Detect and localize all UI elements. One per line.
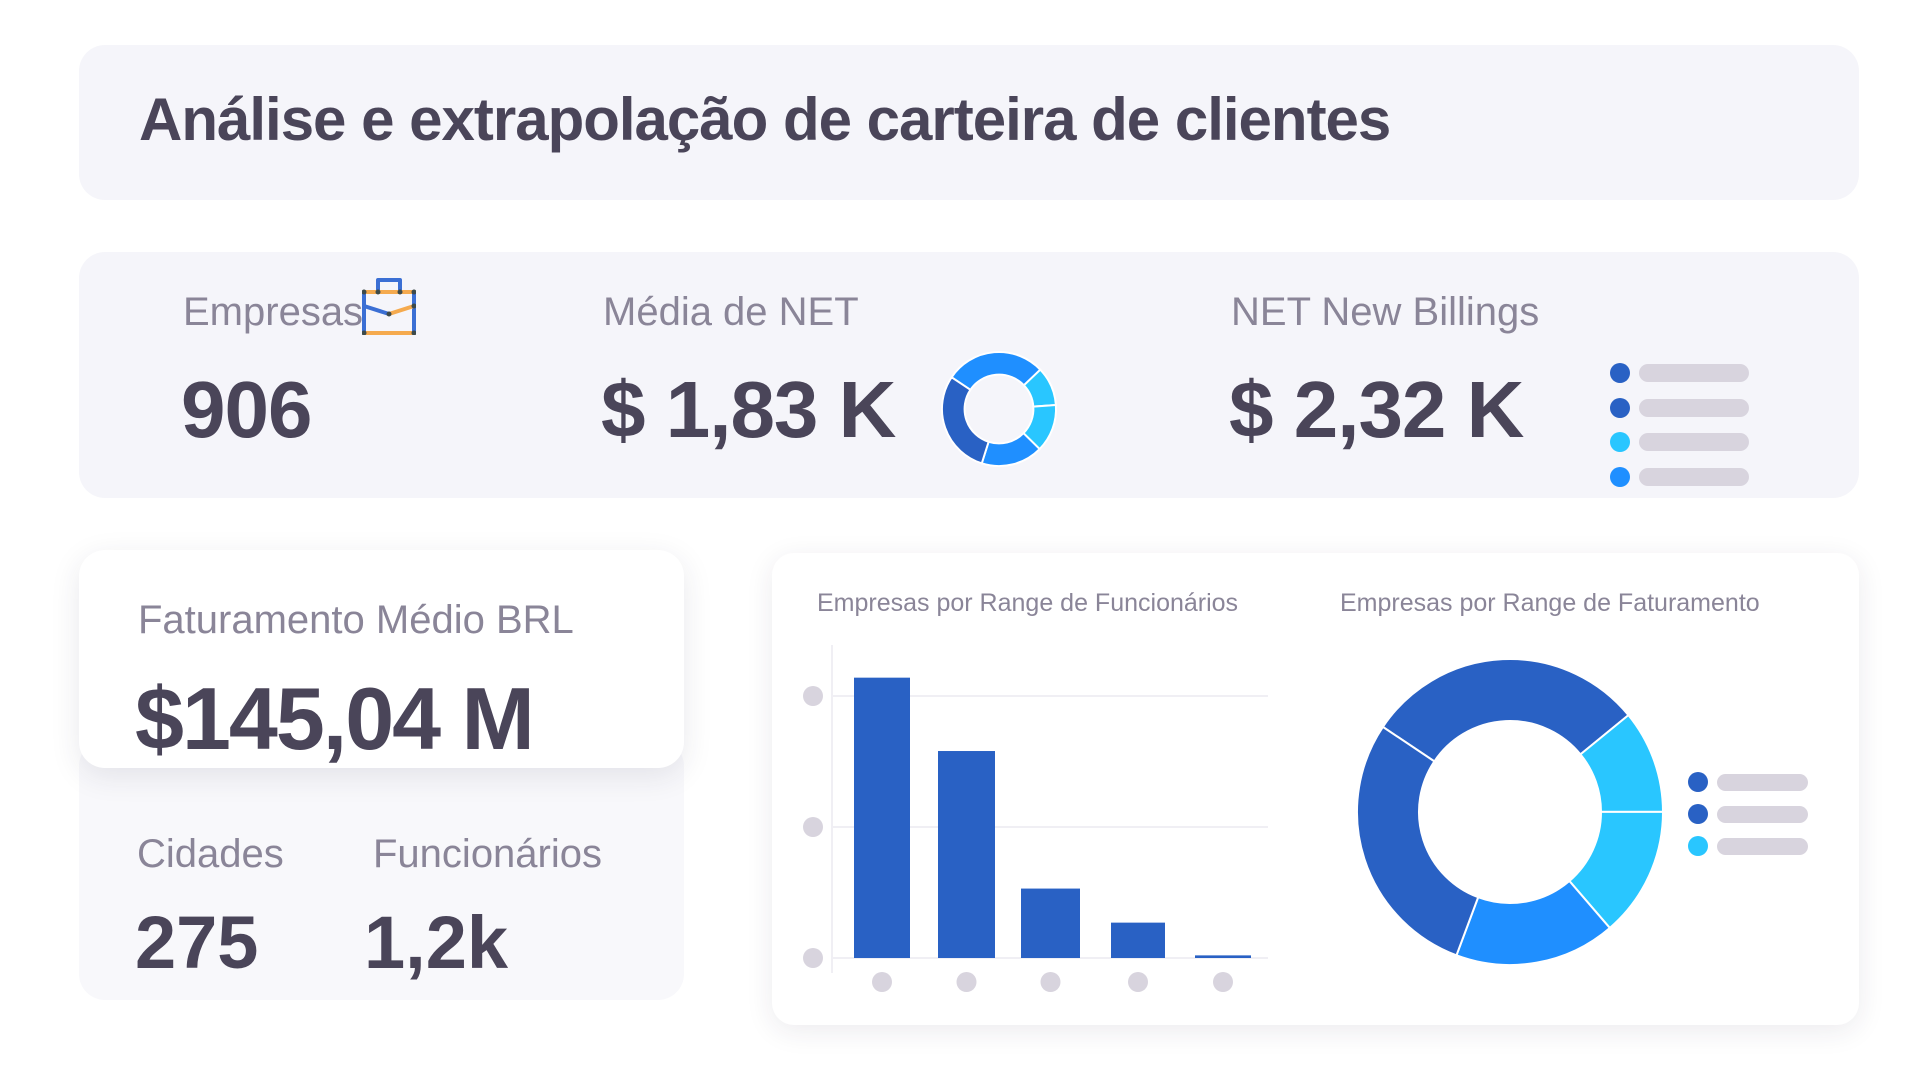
legend-list-icon: [1610, 356, 1749, 494]
cidades-label: Cidades: [137, 832, 284, 876]
charts-card: Empresas por Range de Funcionários Empre…: [772, 553, 1859, 1025]
faturamento-value: $145,04 M: [135, 669, 535, 768]
x-tick-placeholder: [1128, 972, 1148, 992]
header-card: Análise e extrapolação de carteira de cl…: [79, 45, 1859, 200]
donut-chart-title: Empresas por Range de Faturamento: [1340, 589, 1760, 617]
bar: [1021, 888, 1080, 958]
legend-label-placeholder: [1639, 398, 1749, 417]
legend-label-placeholder: [1639, 433, 1749, 452]
donut-segment: [941, 375, 990, 465]
legend-item: [1688, 798, 1808, 830]
legend-item: [1610, 460, 1749, 495]
legend-dot-icon: [1610, 432, 1630, 453]
bar: [938, 751, 995, 958]
donut-legend: [1688, 766, 1808, 862]
bar: [1111, 922, 1165, 958]
secondary-stats-card: Cidades 275 Funcionários 1,2k: [79, 740, 684, 1000]
legend-item: [1610, 356, 1749, 391]
y-tick-placeholder: [803, 686, 823, 706]
legend-dot-icon: [1688, 836, 1708, 856]
empresas-label: Empresas: [183, 290, 364, 334]
mini-donut-chart: [941, 351, 1057, 468]
bar: [1195, 955, 1251, 958]
legend-item: [1688, 766, 1808, 798]
legend-label-placeholder: [1639, 467, 1749, 486]
funcionarios-label: Funcionários: [373, 832, 603, 876]
x-tick-placeholder: [956, 972, 977, 992]
faturamento-label: Faturamento Médio BRL: [138, 598, 574, 642]
legend-dot-icon: [1610, 466, 1630, 487]
x-tick-placeholder: [1213, 972, 1233, 992]
cidades-value: 275: [135, 901, 259, 984]
y-tick-placeholder: [803, 817, 823, 837]
legend-item: [1610, 391, 1749, 426]
empresas-value: 906: [181, 365, 312, 454]
legend-item: [1688, 830, 1808, 862]
legend-dot-icon: [1688, 804, 1708, 824]
legend-label-placeholder: [1717, 837, 1808, 855]
media-net-label: Média de NET: [603, 290, 859, 334]
bar-chart-title: Empresas por Range de Funcionários: [817, 589, 1239, 617]
legend-item: [1610, 425, 1749, 460]
donut-segment: [1356, 725, 1480, 957]
legend-dot-icon: [1610, 363, 1630, 384]
legend-label-placeholder: [1717, 805, 1808, 823]
bar-chart: [803, 645, 1268, 992]
legend-label-placeholder: [1717, 773, 1808, 791]
legend-label-placeholder: [1639, 364, 1749, 383]
bar: [854, 677, 910, 958]
funcionarios-value: 1,2k: [364, 901, 509, 984]
briefcase-icon: [362, 278, 416, 335]
page-title: Análise e extrapolação de carteira de cl…: [139, 86, 1391, 153]
x-tick-placeholder: [1040, 972, 1061, 992]
donut-chart: [1356, 658, 1665, 966]
net-new-billings-value: $ 2,32 K: [1229, 365, 1524, 454]
faturamento-card: Faturamento Médio BRL $145,04 M: [79, 550, 684, 768]
legend-dot-icon: [1610, 397, 1630, 418]
kpi-card: Empresas 906 Média de NET $ 1,83 K NET N…: [79, 252, 1859, 498]
y-tick-placeholder: [803, 948, 823, 968]
net-new-billings-label: NET New Billings: [1231, 290, 1540, 334]
x-tick-placeholder: [872, 972, 892, 992]
donut-segment: [1381, 658, 1630, 763]
legend-dot-icon: [1688, 772, 1708, 792]
media-net-value: $ 1,83 K: [601, 365, 896, 454]
